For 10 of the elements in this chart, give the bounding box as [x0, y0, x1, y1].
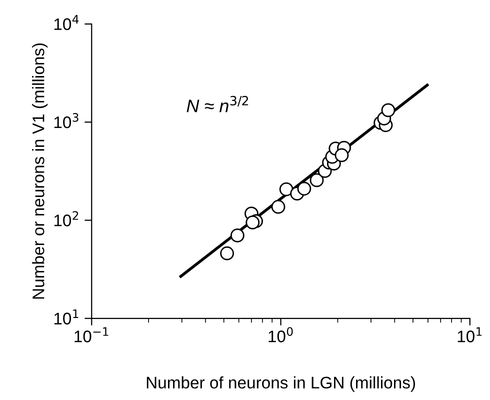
x-axis-title: Number of neurons in LGN (millions) [146, 376, 415, 392]
x-tick-label: 10$^{1}$ [458, 327, 482, 342]
y-axis-title: Number or neurons in V1 (millions) [32, 43, 48, 299]
x-tick-label: 10$^{0}$ [268, 327, 293, 342]
y-tick-label: 10$^{4}$ [54, 15, 79, 30]
y-tick-label: 10$^{1}$ [54, 309, 78, 324]
y-tick-label: 10$^{2}$ [54, 211, 78, 226]
annotation: N ≈ n$^{3/2}$ [186, 96, 248, 112]
y-tick-label: 10$^{3}$ [54, 113, 78, 128]
x-tick-label: 10$^{−1}$ [74, 327, 108, 342]
